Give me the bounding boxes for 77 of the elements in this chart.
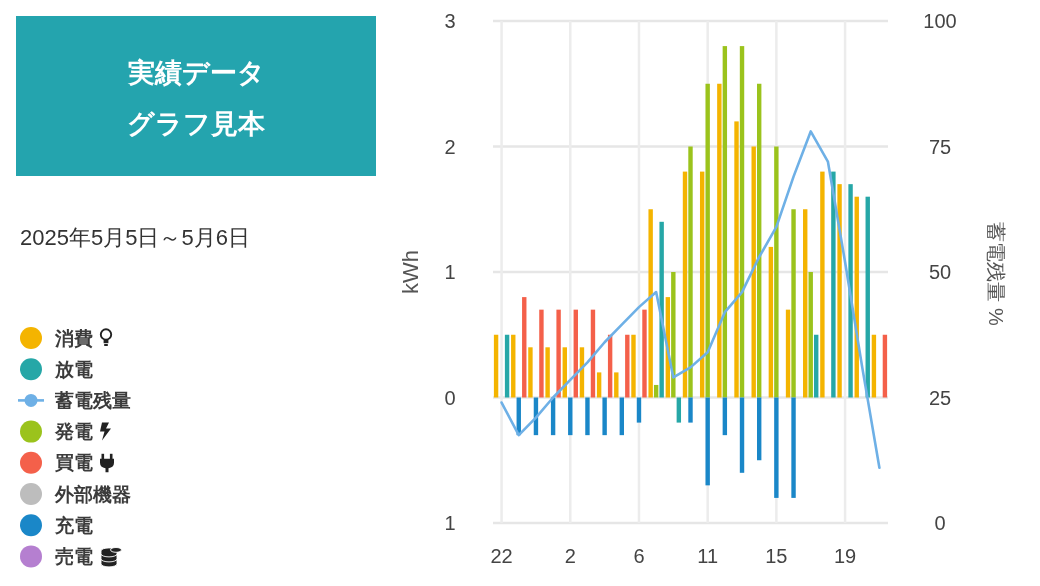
bar bbox=[705, 83, 710, 398]
bar bbox=[671, 272, 676, 398]
x-tick-label: 11 bbox=[697, 545, 719, 567]
y-tick-label: 1 bbox=[444, 261, 456, 283]
bar bbox=[653, 384, 659, 398]
bar bbox=[803, 209, 808, 398]
bar bbox=[585, 397, 590, 436]
bar bbox=[837, 184, 842, 398]
bar bbox=[808, 272, 813, 398]
title: 実績データグラフ見本 bbox=[16, 16, 376, 176]
bar bbox=[705, 397, 710, 486]
bar bbox=[602, 397, 607, 436]
bar bbox=[882, 334, 888, 398]
bar bbox=[739, 46, 745, 398]
bar bbox=[631, 334, 636, 398]
bar bbox=[596, 372, 602, 398]
bar bbox=[688, 146, 693, 398]
y2-tick-label: 25 bbox=[928, 386, 952, 409]
bar bbox=[648, 209, 653, 398]
bar bbox=[528, 347, 533, 398]
bar bbox=[820, 171, 825, 398]
bar bbox=[539, 309, 544, 398]
bar bbox=[688, 397, 693, 423]
y2-tick-label: 75 bbox=[928, 135, 952, 158]
y-axis-title: kWh bbox=[397, 250, 423, 294]
bar bbox=[739, 397, 745, 473]
x-tick-label: 19 bbox=[833, 545, 857, 567]
x-tick-label: 22 bbox=[490, 545, 513, 567]
bar bbox=[791, 209, 796, 398]
bar bbox=[511, 334, 516, 398]
bar bbox=[699, 171, 705, 398]
bar bbox=[768, 246, 774, 398]
y2-tick-label: 0 bbox=[934, 512, 946, 534]
bar bbox=[614, 372, 619, 398]
bar bbox=[814, 334, 819, 398]
legend-label: 蓄電残量 bbox=[54, 389, 131, 411]
bar bbox=[545, 347, 550, 398]
legend-label: 外部機器 bbox=[54, 483, 131, 505]
bar bbox=[522, 297, 527, 398]
bar bbox=[831, 171, 836, 398]
y2-tick-label: 100 bbox=[923, 10, 957, 32]
x-tick-label: 2 bbox=[564, 545, 576, 567]
bar bbox=[848, 184, 853, 398]
subtitle: 2025年5月5日～5月6日 bbox=[20, 224, 250, 250]
x-tick-label: 15 bbox=[765, 545, 788, 567]
bar bbox=[659, 221, 664, 398]
bar bbox=[871, 334, 877, 398]
y-tick-label: 1 bbox=[444, 512, 456, 534]
bar bbox=[785, 309, 791, 398]
legend-label: 売電 bbox=[55, 545, 93, 567]
legend-label: 消費 bbox=[54, 327, 93, 349]
bar bbox=[774, 146, 779, 398]
y2-tick-label: 50 bbox=[928, 261, 952, 283]
bar bbox=[493, 334, 499, 398]
y2-axis-title: 蓄電残量 % bbox=[985, 222, 1007, 326]
y-tick-label: 0 bbox=[444, 386, 456, 409]
bar bbox=[636, 397, 642, 423]
bar bbox=[734, 121, 739, 398]
legend-label: 発電 bbox=[54, 421, 93, 443]
bar bbox=[757, 397, 762, 461]
y-tick-label: 3 bbox=[444, 10, 456, 32]
legend-label: 充電 bbox=[54, 514, 93, 536]
y-tick-label: 2 bbox=[444, 135, 456, 158]
legend-label: 買電 bbox=[54, 452, 93, 474]
bar bbox=[676, 397, 682, 423]
bar bbox=[791, 397, 796, 498]
bar bbox=[556, 309, 561, 398]
legend-label: 放電 bbox=[54, 358, 93, 380]
x-tick-label: 6 bbox=[633, 545, 645, 567]
bar bbox=[717, 83, 722, 398]
bar bbox=[642, 309, 647, 398]
bar bbox=[722, 46, 728, 398]
bar bbox=[682, 171, 688, 398]
bar bbox=[774, 397, 779, 498]
bar bbox=[751, 146, 756, 398]
bar bbox=[625, 334, 630, 398]
bar bbox=[504, 334, 510, 398]
